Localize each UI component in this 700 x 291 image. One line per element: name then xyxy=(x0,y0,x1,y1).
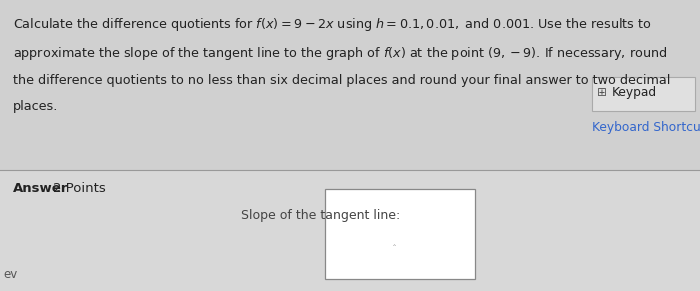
Text: 2 Points: 2 Points xyxy=(53,182,106,195)
Text: ⊞: ⊞ xyxy=(596,86,606,99)
Text: Answer: Answer xyxy=(13,182,68,195)
Bar xyxy=(325,189,475,279)
Text: Calculate the difference quotients for $f(x) = 9-2x$ using $h = 0.1, 0.01,$ and : Calculate the difference quotients for $… xyxy=(13,16,651,33)
Bar xyxy=(0,170,700,291)
Text: approximate the slope of the tangent line to the graph of $f(x)$ at the point $(: approximate the slope of the tangent lin… xyxy=(13,45,667,62)
Text: ev: ev xyxy=(4,268,18,281)
Text: places.: places. xyxy=(13,100,58,113)
Bar xyxy=(0,0,700,170)
Text: Slope of the tangent line:: Slope of the tangent line: xyxy=(241,209,400,222)
Text: Keypad: Keypad xyxy=(612,86,657,100)
Text: ‸: ‸ xyxy=(393,237,395,246)
Text: Keyboard Shortcut: Keyboard Shortcut xyxy=(592,121,700,134)
Bar xyxy=(592,77,695,111)
Text: the difference quotients to no less than six decimal places and round your final: the difference quotients to no less than… xyxy=(13,74,670,87)
